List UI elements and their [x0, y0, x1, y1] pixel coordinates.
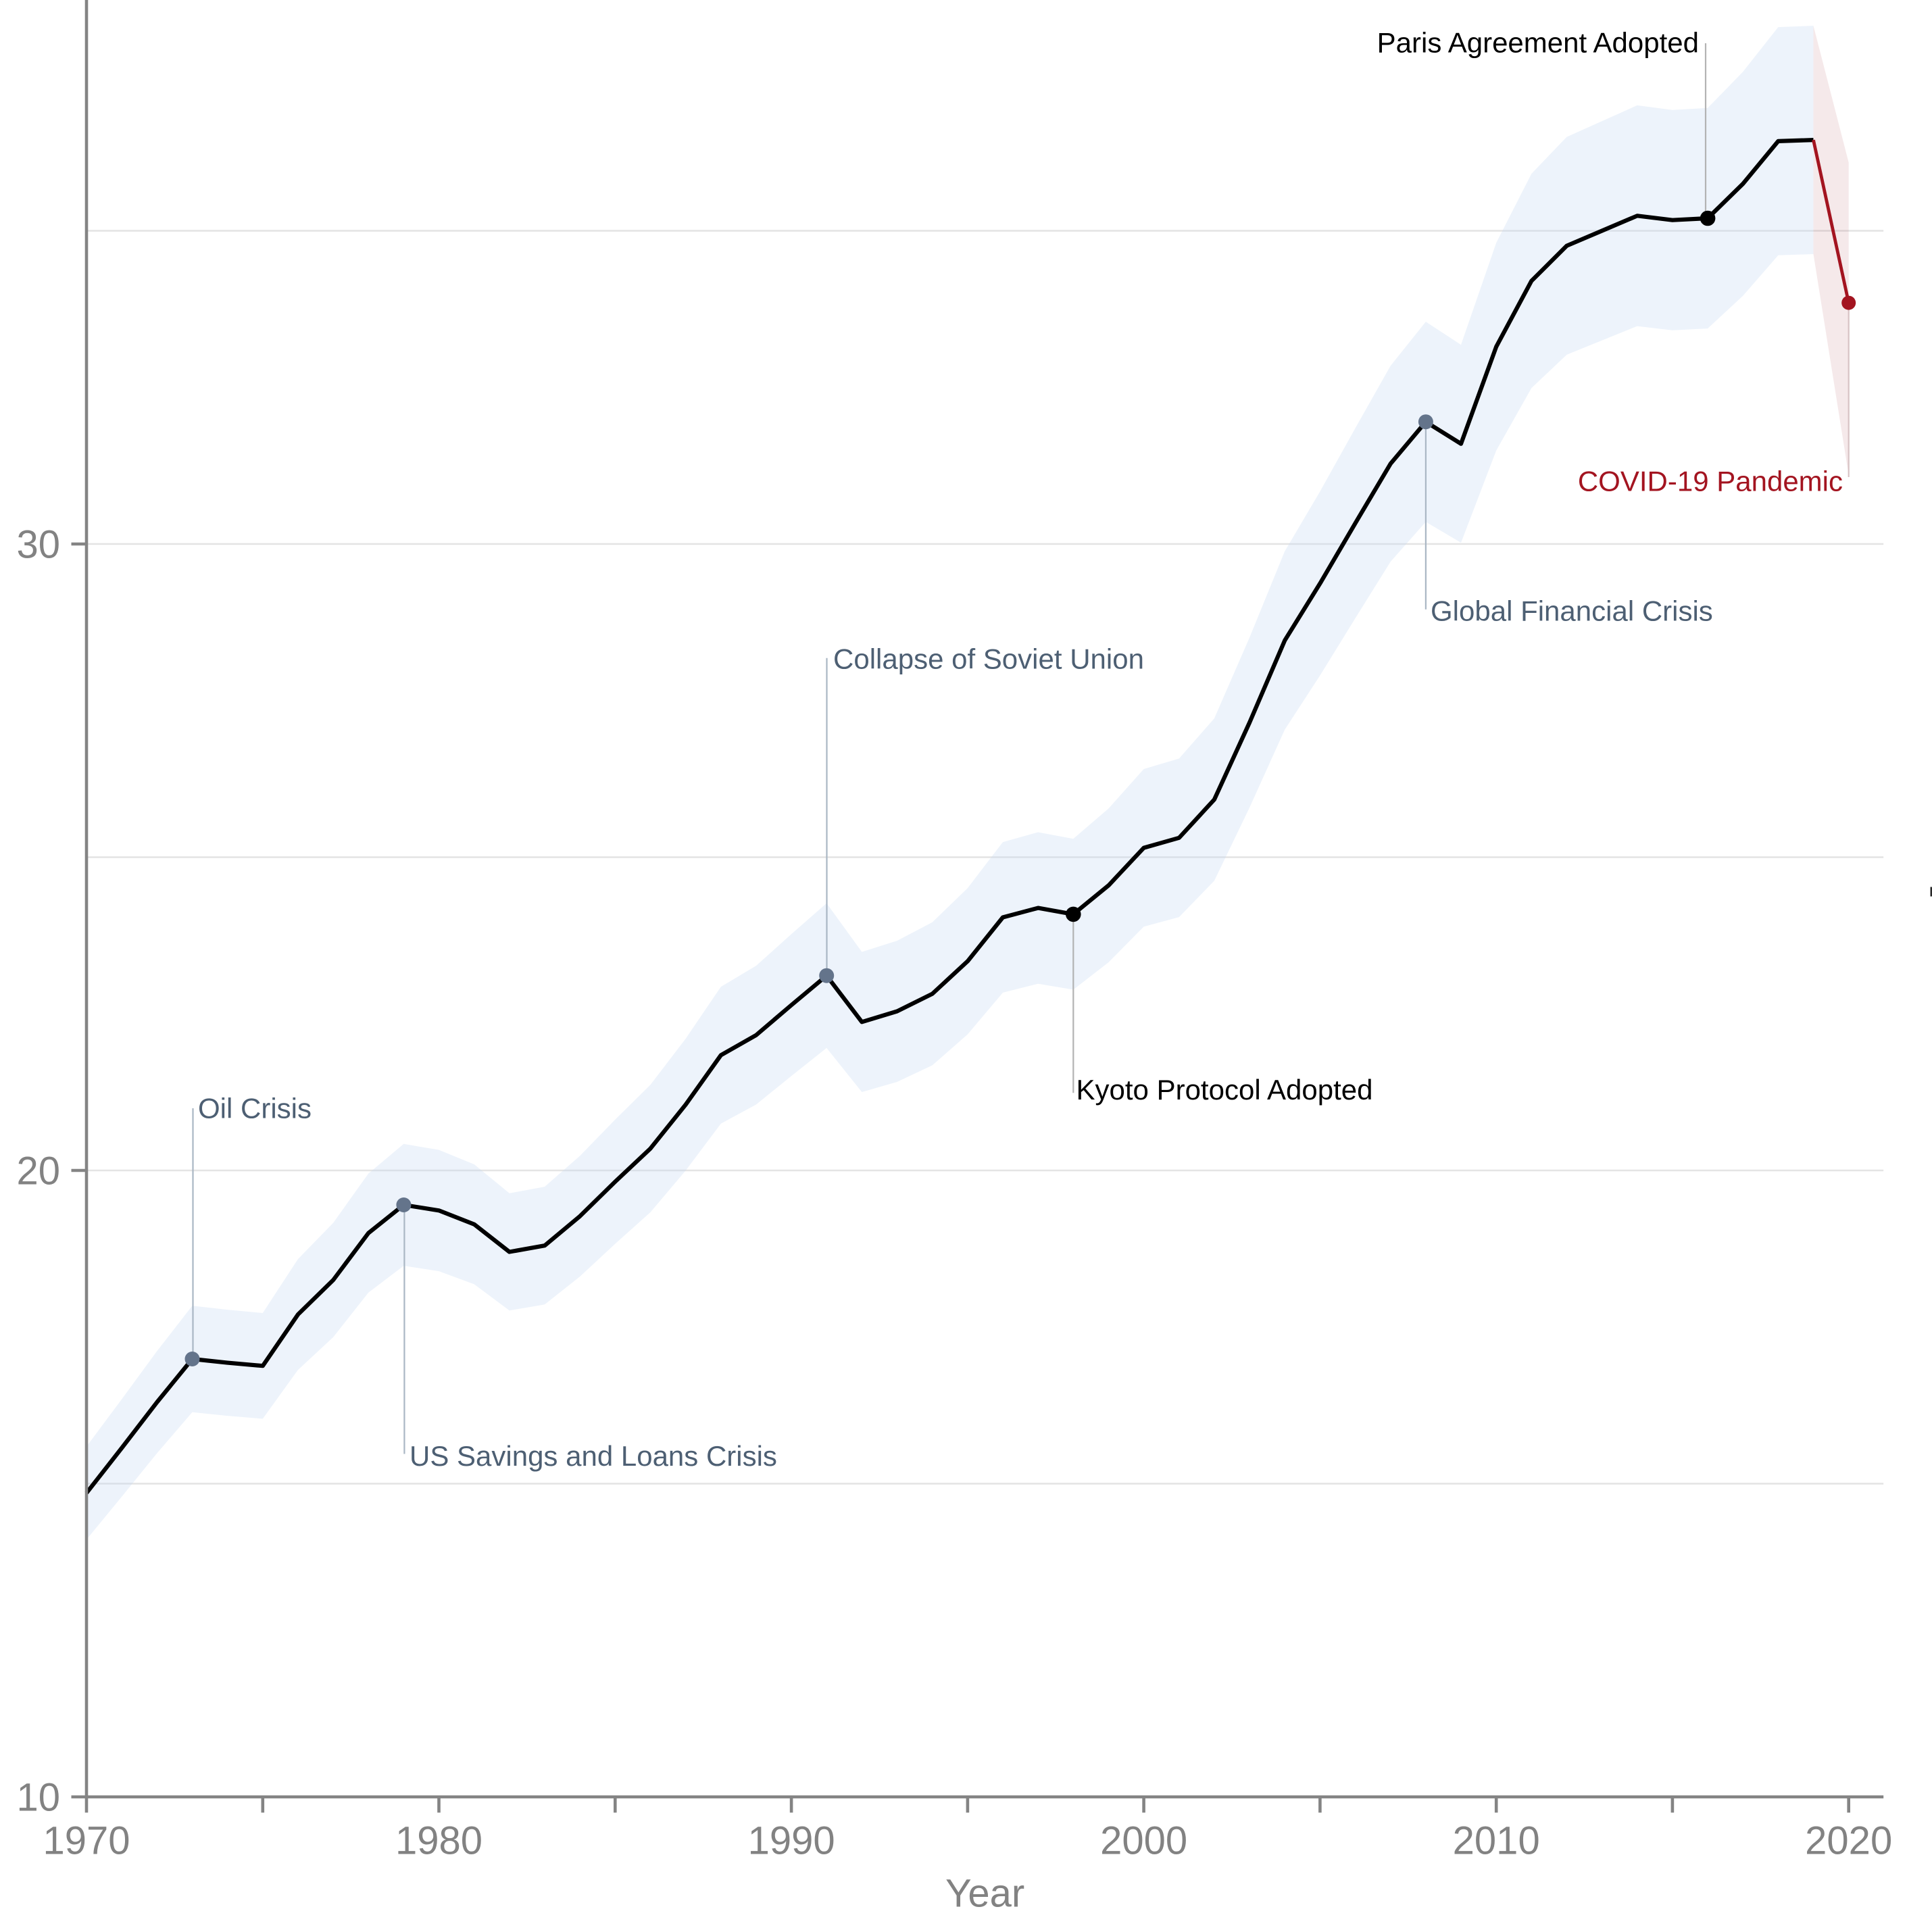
- svg-text:1980: 1980: [395, 1819, 482, 1863]
- svg-text:COVID-19 Pandemic: COVID-19 Pandemic: [1578, 466, 1843, 497]
- svg-text:1990: 1990: [748, 1819, 835, 1863]
- svg-text:Global Financial Crisis: Global Financial Crisis: [1431, 595, 1713, 627]
- svg-text:20: 20: [16, 1149, 60, 1193]
- svg-text:Year: Year: [945, 1872, 1024, 1916]
- svg-text:30: 30: [16, 523, 60, 567]
- svg-text:Oil Crisis: Oil Crisis: [198, 1093, 312, 1124]
- svg-text:Paris Agreement Adopted: Paris Agreement Adopted: [1377, 27, 1699, 59]
- svg-text:Collapse of Soviet Union: Collapse of Soviet Union: [833, 643, 1144, 675]
- svg-text:2000: 2000: [1100, 1819, 1187, 1863]
- svg-text:2020: 2020: [1805, 1819, 1892, 1863]
- svg-text:10: 10: [16, 1776, 60, 1820]
- svg-text:Kyoto Protocol Adopted: Kyoto Protocol Adopted: [1076, 1074, 1373, 1106]
- svg-text:2010: 2010: [1453, 1819, 1540, 1863]
- svg-text:US Savings and Loans Crisis: US Savings and Loans Crisis: [410, 1440, 777, 1472]
- svg-text:1970: 1970: [43, 1819, 130, 1863]
